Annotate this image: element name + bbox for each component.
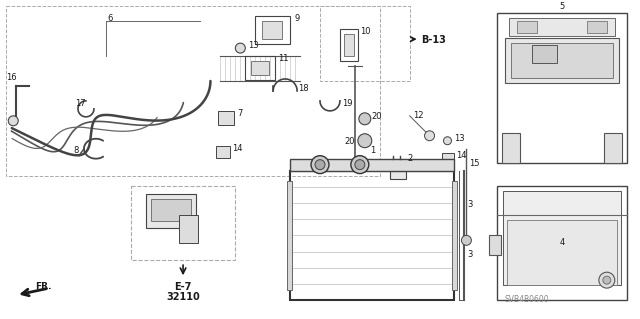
Circle shape: [311, 156, 329, 174]
Text: FR.: FR.: [35, 282, 52, 291]
Bar: [604, 133, 622, 163]
Circle shape: [236, 43, 245, 53]
Text: 4: 4: [559, 238, 564, 247]
Bar: [587, 21, 607, 33]
Bar: [252, 61, 269, 75]
Bar: [532, 45, 557, 63]
Bar: [290, 171, 454, 300]
Text: 19: 19: [342, 99, 353, 108]
Bar: [511, 43, 613, 78]
Circle shape: [358, 134, 372, 148]
Circle shape: [599, 272, 615, 288]
Circle shape: [424, 131, 435, 141]
Bar: [452, 181, 458, 290]
Text: 1: 1: [370, 146, 375, 155]
Bar: [503, 190, 621, 285]
Text: 18: 18: [298, 84, 308, 93]
Text: 16: 16: [6, 73, 17, 82]
Circle shape: [444, 137, 451, 145]
Circle shape: [603, 276, 611, 284]
Bar: [287, 181, 292, 290]
Circle shape: [461, 235, 472, 245]
Bar: [497, 13, 627, 163]
Text: E-7: E-7: [174, 282, 192, 292]
Text: 8: 8: [73, 146, 78, 155]
Text: 5: 5: [559, 2, 564, 11]
Bar: [6, 6, 380, 175]
Bar: [290, 159, 454, 171]
Text: 3: 3: [467, 200, 473, 210]
Text: 13: 13: [454, 134, 465, 143]
Bar: [262, 21, 282, 39]
Text: 2: 2: [408, 154, 413, 163]
Bar: [517, 21, 537, 33]
Bar: [179, 215, 198, 243]
Text: 12: 12: [413, 111, 423, 120]
Circle shape: [8, 116, 18, 126]
Bar: [344, 34, 354, 56]
Text: 6: 6: [108, 14, 113, 23]
Text: 3: 3: [467, 250, 473, 259]
Circle shape: [351, 156, 369, 174]
Text: 20: 20: [372, 112, 382, 121]
Text: 13: 13: [248, 41, 259, 50]
Text: 14: 14: [232, 144, 243, 153]
Bar: [320, 6, 410, 81]
Bar: [218, 111, 234, 125]
Bar: [255, 16, 290, 44]
Bar: [146, 194, 195, 228]
Bar: [216, 146, 230, 158]
Bar: [490, 235, 501, 255]
Text: SVB4B0600: SVB4B0600: [504, 295, 549, 304]
Text: 14: 14: [456, 151, 467, 160]
Text: 15: 15: [469, 159, 480, 168]
Bar: [150, 199, 191, 221]
Circle shape: [315, 160, 325, 170]
Circle shape: [359, 113, 371, 125]
Circle shape: [355, 160, 365, 170]
Bar: [340, 29, 358, 61]
Text: 17: 17: [75, 99, 86, 108]
Text: 32110: 32110: [166, 292, 200, 302]
Text: B-13: B-13: [422, 35, 447, 45]
Bar: [442, 153, 454, 163]
Text: 20: 20: [344, 137, 355, 146]
Text: 7: 7: [237, 109, 243, 118]
Bar: [131, 186, 236, 260]
Text: 10: 10: [360, 27, 371, 36]
Bar: [505, 38, 619, 83]
Bar: [502, 133, 520, 163]
Bar: [508, 220, 617, 285]
Bar: [509, 18, 615, 36]
Bar: [245, 56, 275, 80]
Text: 9: 9: [294, 14, 300, 23]
Bar: [497, 186, 627, 300]
Text: 11: 11: [278, 54, 289, 63]
Bar: [390, 159, 406, 179]
